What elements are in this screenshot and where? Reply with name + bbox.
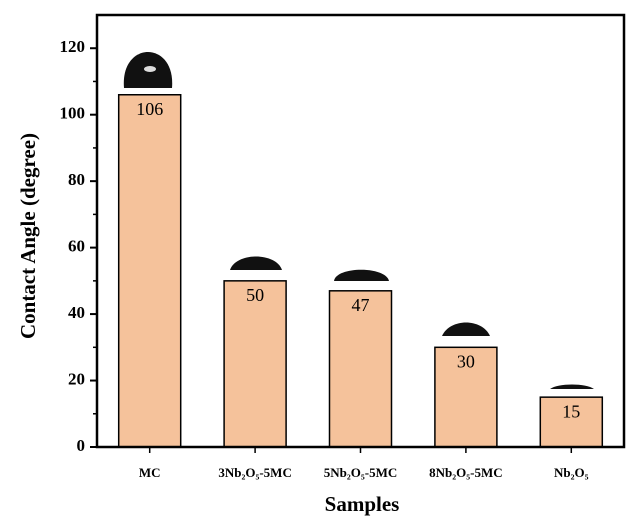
x-tick-label: 3Nb₂O₅-5MC bbox=[218, 465, 292, 480]
x-axis-title: Samples bbox=[325, 492, 400, 516]
y-axis-title: Contact Angle (degree) bbox=[16, 133, 40, 339]
droplet-highlight bbox=[144, 66, 156, 72]
value-label: 30 bbox=[457, 351, 475, 371]
y-tick-label: 40 bbox=[68, 303, 85, 322]
value-label: 47 bbox=[352, 295, 370, 315]
y-tick-label: 60 bbox=[68, 237, 85, 256]
bar bbox=[224, 281, 286, 447]
x-tick-label: Nb₂O₅ bbox=[554, 465, 589, 480]
y-tick-label: 120 bbox=[60, 37, 86, 56]
x-tick-label: 5Nb₂O₅-5MC bbox=[324, 465, 398, 480]
value-label: 106 bbox=[136, 99, 163, 119]
page: {"chart_data": {"type": "bar", "x_label"… bbox=[0, 0, 626, 520]
value-label: 15 bbox=[562, 401, 580, 421]
droplet bbox=[442, 323, 490, 337]
x-tick-label: 8Nb₂O₅-5MC bbox=[429, 465, 503, 480]
bar bbox=[119, 95, 181, 447]
y-tick-label: 0 bbox=[77, 436, 86, 455]
y-tick-label: 20 bbox=[68, 369, 85, 388]
y-tick-label: 80 bbox=[68, 170, 85, 189]
value-label: 50 bbox=[246, 285, 264, 305]
droplet bbox=[550, 385, 594, 390]
chart: Samples Contact Angle (degree) 0 20 40 60 80… bbox=[0, 0, 626, 520]
droplet bbox=[230, 257, 282, 271]
x-tick-label: MC bbox=[139, 465, 161, 480]
y-tick-label: 100 bbox=[60, 104, 86, 123]
droplet bbox=[334, 270, 389, 281]
